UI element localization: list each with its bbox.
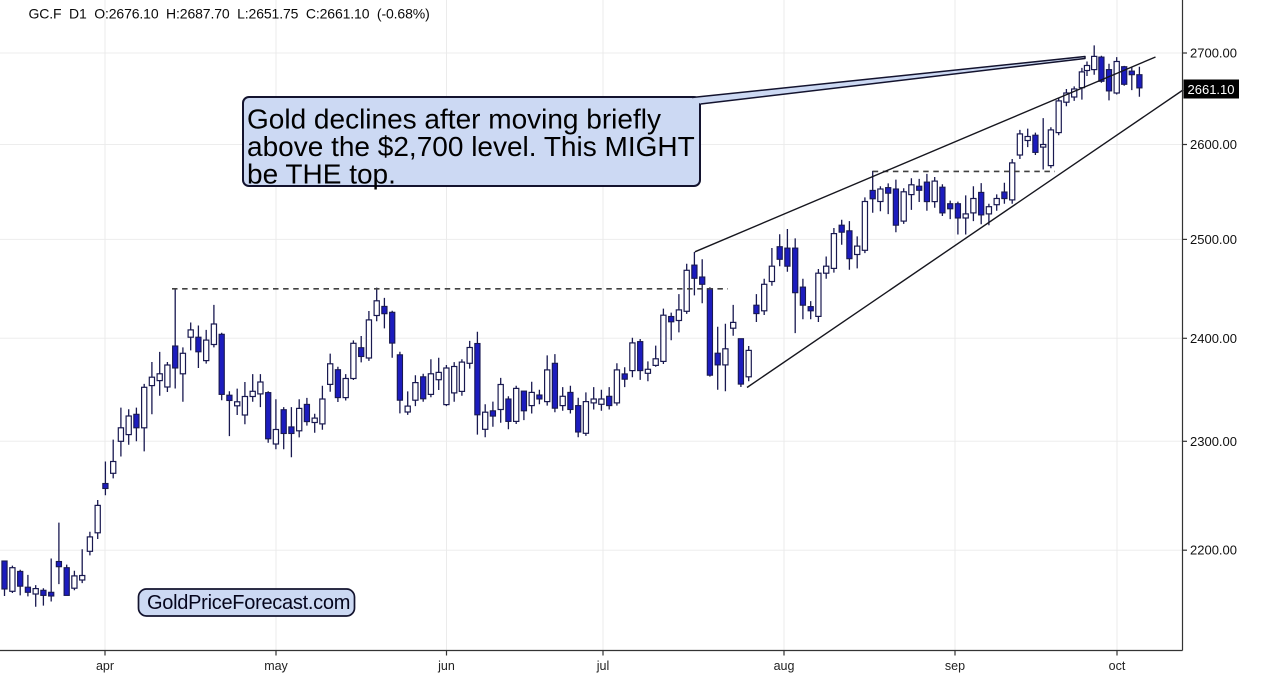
svg-text:2700.00: 2700.00	[1190, 46, 1237, 61]
svg-text:2600.00: 2600.00	[1190, 137, 1237, 152]
svg-text:aug: aug	[774, 659, 795, 673]
svg-text:2300.00: 2300.00	[1190, 434, 1237, 449]
svg-text:2661.10: 2661.10	[1188, 82, 1235, 97]
svg-text:may: may	[264, 659, 288, 673]
svg-text:2200.00: 2200.00	[1190, 543, 1237, 558]
svg-text:GC.F D1 O:2676.10 H:2687.70: GC.F D1 O:2676.10 H:2687.70 L:2651.75 C:…	[29, 6, 430, 22]
svg-text:Gold declines after moving bri: Gold declines after moving briefly	[247, 104, 661, 135]
svg-text:oct: oct	[1109, 659, 1126, 673]
svg-text:GoldPriceForecast.com: GoldPriceForecast.com	[147, 592, 350, 614]
svg-text:jul: jul	[596, 659, 610, 673]
svg-text:jun: jun	[437, 659, 455, 673]
svg-text:sep: sep	[945, 659, 965, 673]
svg-text:apr: apr	[96, 659, 114, 673]
svg-text:above the $2,700 level. This M: above the $2,700 level. This MIGHT	[247, 131, 695, 162]
svg-text:2400.00: 2400.00	[1190, 331, 1237, 346]
svg-text:2500.00: 2500.00	[1190, 232, 1237, 247]
svg-text:be THE top.: be THE top.	[247, 158, 396, 189]
